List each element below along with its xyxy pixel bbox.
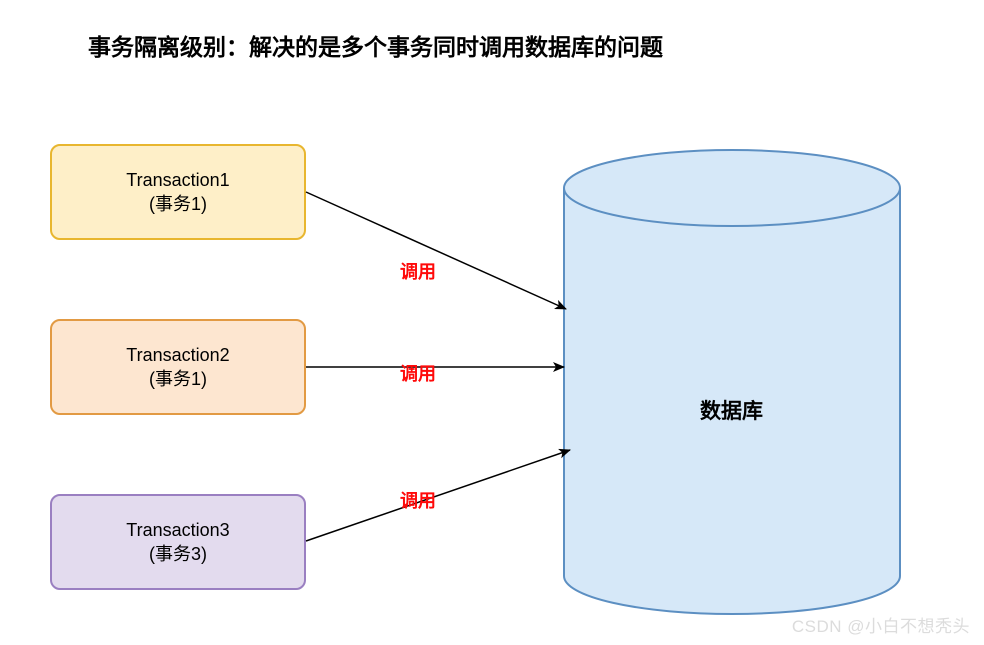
transaction-box-2: Transaction2 (事务1) — [50, 319, 306, 415]
database-label: 数据库 — [700, 395, 763, 425]
watermark: CSDN @小白不想秃头 — [792, 612, 970, 637]
arrow-group — [306, 192, 570, 541]
diagram-title: 事务隔离级别：解决的是多个事务同时调用数据库的问题 — [88, 28, 663, 62]
transaction-box-1: Transaction1 (事务1) — [50, 144, 306, 240]
edge-label-2: 调用 — [400, 360, 436, 386]
database-cylinder — [564, 150, 900, 614]
transaction-box-3: Transaction3 (事务3) — [50, 494, 306, 590]
transaction-3-name: Transaction3 — [126, 518, 229, 542]
transaction-2-name: Transaction2 — [126, 343, 229, 367]
edge-label-1: 调用 — [400, 258, 436, 284]
transaction-3-subtitle: (事务3) — [149, 542, 207, 566]
transaction-2-subtitle: (事务1) — [149, 367, 207, 391]
edge-label-3: 调用 — [400, 487, 436, 513]
transaction-1-name: Transaction1 — [126, 168, 229, 192]
transaction-1-subtitle: (事务1) — [149, 192, 207, 216]
